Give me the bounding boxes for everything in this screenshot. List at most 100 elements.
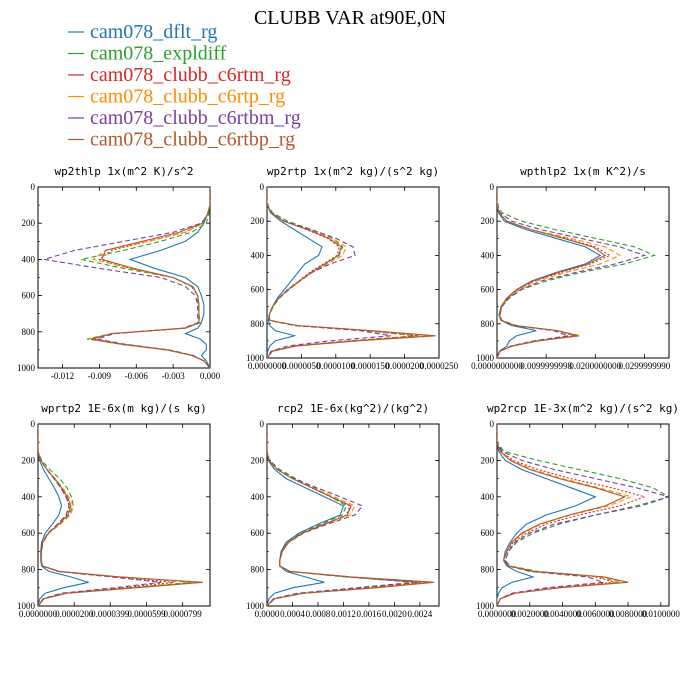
panels: wp2thlp 1x(m^2 K)/s^2 0 200 400 600 800 1000 -0… <box>17 165 680 619</box>
series-line-2 <box>497 424 669 606</box>
panel-title: wp2rtp 1x(m^2 kg)/(s^2 kg) <box>267 165 439 178</box>
x-tick-label: 0.0000250 <box>420 361 459 371</box>
x-tick-label: 0.0200000000 <box>569 361 621 371</box>
y-tick-label: 800 <box>481 565 495 575</box>
series-line-1 <box>267 424 345 606</box>
y-tick-label: 1000 <box>17 601 36 611</box>
x-tick-label: 0.0004 <box>280 609 305 619</box>
panel: wp2rtp 1x(m^2 kg)/(s^2 kg)0 200 400 600 800 1… <box>246 165 459 371</box>
x-tick-label: -0.006 <box>125 371 149 381</box>
panel: wpthlp2 1x(m K^2)/s020040060080010000.00… <box>471 165 671 371</box>
y-tick-label: 800 <box>251 565 265 575</box>
y-tick-label: 600 <box>22 291 36 301</box>
legend-entry: cam078_clubb_c6rtm_rg <box>90 64 291 86</box>
panel-title: wpthlp2 1x(m K^2)/s <box>520 165 646 178</box>
series-line-1 <box>128 187 210 368</box>
x-tick-label: 0.0000599 <box>127 609 166 619</box>
legend-entry: cam078_clubb_c6rtbm_rg <box>90 107 301 129</box>
x-tick-label: 0.0000050 <box>282 361 321 371</box>
x-tick-label: -0.009 <box>88 371 112 381</box>
series-line-6 <box>267 424 434 606</box>
series-line-5 <box>497 187 647 358</box>
legend-entry: cam078_dflt_rg <box>90 21 217 43</box>
series-line-1 <box>497 424 597 606</box>
panel-title: wp2thlp 1x(m^2 K)/s^2 <box>54 165 193 178</box>
y-tick-label: 0 <box>490 419 495 429</box>
x-tick-label: 0.0060000 <box>576 609 615 619</box>
y-tick-label: 1000 <box>246 601 265 611</box>
panel: wp2thlp 1x(m^2 K)/s^2 0 200 400 600 800 1000 -0… <box>17 165 221 381</box>
x-tick-label: 0.0000799 <box>164 609 203 619</box>
x-tick-label: 0.0000000 <box>248 361 287 371</box>
y-tick-label: 200 <box>481 455 495 465</box>
panel: wp2rcp 1E-3x(m^2 kg)/(s^2 kg) 0 200 400 600 8… <box>476 402 680 619</box>
series-group <box>267 187 436 358</box>
y-tick-label: 600 <box>251 528 265 538</box>
x-tick-label: 0.0080000 <box>609 609 648 619</box>
x-tick-label: 0.0020 <box>382 609 407 619</box>
series-line-1 <box>497 187 602 358</box>
panel-title: rcp2 1E-6x(kg^2)/(kg^2) <box>277 402 429 415</box>
series-line-6 <box>497 424 629 606</box>
x-tick-label: 0.0000399 <box>91 609 130 619</box>
series-group <box>497 424 669 606</box>
series-group <box>38 424 203 606</box>
series-line-4 <box>38 424 198 606</box>
y-tick-label: 1000 <box>476 601 495 611</box>
x-tick-label: -0.003 <box>162 371 186 381</box>
x-tick-label: 0.0000100 <box>317 361 356 371</box>
y-tick-label: 400 <box>251 250 265 260</box>
y-tick-label: 1000 <box>476 353 495 363</box>
y-tick-label: 200 <box>481 216 495 226</box>
series-line-2 <box>80 187 210 368</box>
x-tick-label: 0.0299999990 <box>619 361 671 371</box>
y-tick-label: 600 <box>481 285 495 295</box>
series-line-6 <box>267 187 436 358</box>
legend-entry: cam078_clubb_c6rtbp_rg <box>90 129 295 151</box>
series-line-5 <box>267 187 391 358</box>
x-tick-label: 0.0000000000 <box>471 361 523 371</box>
y-tick-label: 200 <box>22 455 36 465</box>
series-line-3 <box>497 187 612 358</box>
y-tick-label: 800 <box>22 327 36 337</box>
x-tick-label: 0.0016 <box>357 609 382 619</box>
x-tick-label: 0.0000150 <box>351 361 390 371</box>
series-group <box>267 424 434 606</box>
x-tick-label: 0.0012 <box>331 609 356 619</box>
plot-frame <box>266 423 440 607</box>
y-tick-label: 0 <box>31 419 36 429</box>
figure-title: CLUBB VAR at90E,0N <box>254 7 446 29</box>
y-tick-label: 0 <box>260 182 265 192</box>
panel-title: wprtp2 1E-6x(m kg)/(s kg) <box>41 402 207 415</box>
x-tick-label: 0.0008 <box>306 609 331 619</box>
series-line-5 <box>497 424 669 606</box>
y-tick-label: 1000 <box>246 353 265 363</box>
series-line-2 <box>38 424 192 606</box>
x-tick-label: 0.0000000 <box>19 609 58 619</box>
x-tick-label: 0.0099999998 <box>520 361 572 371</box>
series-line-2 <box>267 424 420 606</box>
y-tick-label: 400 <box>481 492 495 502</box>
y-tick-label: 800 <box>481 319 495 329</box>
series-group <box>497 187 656 358</box>
y-tick-label: 400 <box>22 492 36 502</box>
legend-entry: cam078_expldiff <box>90 43 227 65</box>
y-tick-label: 0 <box>31 182 36 192</box>
x-tick-label: 0.0000200 <box>385 361 424 371</box>
y-tick-label: 600 <box>251 285 265 295</box>
panel: wprtp2 1E-6x(m kg)/(s kg) 0 200 400 600 800 10… <box>17 402 211 619</box>
y-tick-label: 200 <box>251 455 265 465</box>
y-tick-label: 1000 <box>17 363 36 373</box>
y-tick-label: 0 <box>260 419 265 429</box>
legend: cam078_dflt_rgcam078_expldiffcam078_club… <box>68 21 301 151</box>
y-tick-label: 400 <box>251 492 265 502</box>
y-tick-label: 0 <box>490 182 495 192</box>
series-line-3 <box>497 424 647 606</box>
legend-entry: cam078_clubb_c6rtp_rg <box>90 86 285 108</box>
series-line-1 <box>38 424 89 606</box>
x-tick-label: 0.0000000 <box>478 609 517 619</box>
y-tick-label: 200 <box>22 218 36 228</box>
x-tick-label: 0.0000200 <box>55 609 94 619</box>
series-line-6 <box>38 424 203 606</box>
